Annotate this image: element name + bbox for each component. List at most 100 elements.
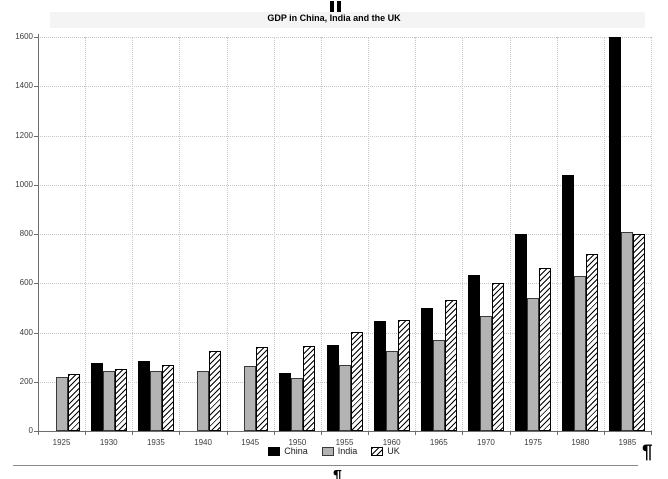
bar-uk-1945 xyxy=(256,347,268,431)
y-axis-label: 200 xyxy=(19,376,33,386)
x-axis-label: 1955 xyxy=(335,438,354,447)
gridline-vertical xyxy=(179,37,181,431)
legend-swatch-uk xyxy=(371,446,384,456)
y-axis-tick xyxy=(34,381,38,383)
y-axis-tick xyxy=(34,37,38,38)
y-axis-label: 1400 xyxy=(15,81,33,91)
x-axis-tick xyxy=(415,431,417,435)
y-axis-label: 0 xyxy=(28,426,33,435)
x-axis-tick xyxy=(38,431,39,435)
x-axis-tick xyxy=(132,431,134,435)
x-axis-tick xyxy=(179,431,181,435)
x-axis-label: 1965 xyxy=(429,438,448,447)
x-axis-label: 1970 xyxy=(477,438,495,447)
x-axis-tick xyxy=(368,431,370,435)
legend-label-uk: UK xyxy=(387,446,400,456)
y-axis-label: 1000 xyxy=(15,179,33,189)
gridline-vertical xyxy=(556,37,558,431)
x-axis-label: 1945 xyxy=(241,438,260,447)
bar-uk-1970 xyxy=(492,283,504,431)
legend-item-china: China xyxy=(268,446,308,456)
gridline-horizontal xyxy=(38,184,651,186)
bar-uk-1925 xyxy=(68,374,80,431)
bar-china-1955 xyxy=(327,345,339,431)
paragraph-mark-top-icon xyxy=(330,0,344,13)
gridline-horizontal xyxy=(38,234,651,235)
y-axis-label: 800 xyxy=(19,229,33,238)
gridline-vertical xyxy=(132,37,134,431)
bar-india-1980 xyxy=(574,276,586,431)
bar-india-1925 xyxy=(56,377,68,431)
y-axis-tick xyxy=(34,431,38,432)
x-axis-tick xyxy=(509,431,511,435)
bar-china-1935 xyxy=(138,361,150,431)
y-axis-tick xyxy=(34,135,38,137)
y-axis-tick xyxy=(34,86,38,88)
bar-india-1985 xyxy=(621,232,633,431)
bar-india-1940 xyxy=(197,371,209,431)
bar-uk-1975 xyxy=(539,268,551,431)
y-axis-tick xyxy=(34,332,38,334)
bar-india-1945 xyxy=(244,366,256,431)
y-axis-tick xyxy=(34,283,38,285)
y-axis-tick xyxy=(34,234,38,235)
bar-china-1930 xyxy=(91,363,103,431)
bar-uk-1935 xyxy=(162,365,174,431)
gridline-vertical xyxy=(85,37,87,431)
x-axis-tick xyxy=(603,431,605,435)
bar-uk-1985 xyxy=(633,234,645,431)
y-axis-label: 400 xyxy=(19,327,33,337)
gridline-vertical xyxy=(603,37,605,431)
bar-uk-1965 xyxy=(445,300,457,431)
bar-china-1965 xyxy=(421,308,433,431)
bar-india-1960 xyxy=(386,351,398,431)
bar-uk-1940 xyxy=(209,351,221,431)
legend-item-uk: UK xyxy=(371,446,400,456)
bar-china-1980 xyxy=(562,175,574,431)
x-axis xyxy=(38,431,652,432)
paragraph-mark-right: ¶ xyxy=(642,442,653,463)
gridline-horizontal xyxy=(38,283,651,285)
x-axis-tick xyxy=(85,431,87,435)
x-axis-label: 1960 xyxy=(382,438,401,447)
gridline-vertical xyxy=(462,37,464,431)
x-axis-label: 1950 xyxy=(288,438,307,447)
chart-title: GDP in China, India and the UK xyxy=(267,13,401,23)
legend-label-india: India xyxy=(337,446,358,456)
bar-india-1930 xyxy=(103,371,115,431)
x-axis-label: 1985 xyxy=(618,438,637,447)
gridline-vertical xyxy=(415,37,417,431)
bar-china-1975 xyxy=(515,234,527,431)
x-axis-label: 1930 xyxy=(99,438,118,447)
bar-india-1965 xyxy=(433,340,445,431)
chart-legend: China India UK xyxy=(0,446,668,456)
x-axis-tick xyxy=(226,431,228,435)
x-axis-tick xyxy=(556,431,558,435)
legend-label-china: China xyxy=(284,446,308,456)
legend-swatch-china xyxy=(268,446,281,456)
bar-india-1955 xyxy=(339,365,351,431)
gridline-horizontal xyxy=(38,332,651,334)
gridline-vertical xyxy=(368,37,370,431)
bar-uk-1980 xyxy=(586,254,598,431)
bar-china-1950 xyxy=(279,373,291,431)
bar-china-1960 xyxy=(374,321,386,431)
x-axis-label: 1935 xyxy=(146,438,165,447)
y-axis-label: 1600 xyxy=(15,32,33,41)
paragraph-mark-bottom: ¶ xyxy=(333,468,342,479)
title-band xyxy=(50,12,645,28)
bar-uk-1950 xyxy=(303,346,315,431)
gridline-vertical xyxy=(509,37,511,431)
legend-item-india: India xyxy=(321,446,358,456)
bar-china-1970 xyxy=(468,275,480,431)
x-axis-tick xyxy=(651,431,652,435)
gridline-vertical xyxy=(273,37,275,431)
x-axis-label: 1980 xyxy=(571,438,590,447)
y-axis xyxy=(38,34,39,432)
bar-india-1975 xyxy=(527,298,539,431)
gridline-horizontal xyxy=(38,135,651,137)
bar-india-1935 xyxy=(150,371,162,431)
horizontal-rule xyxy=(13,465,638,466)
